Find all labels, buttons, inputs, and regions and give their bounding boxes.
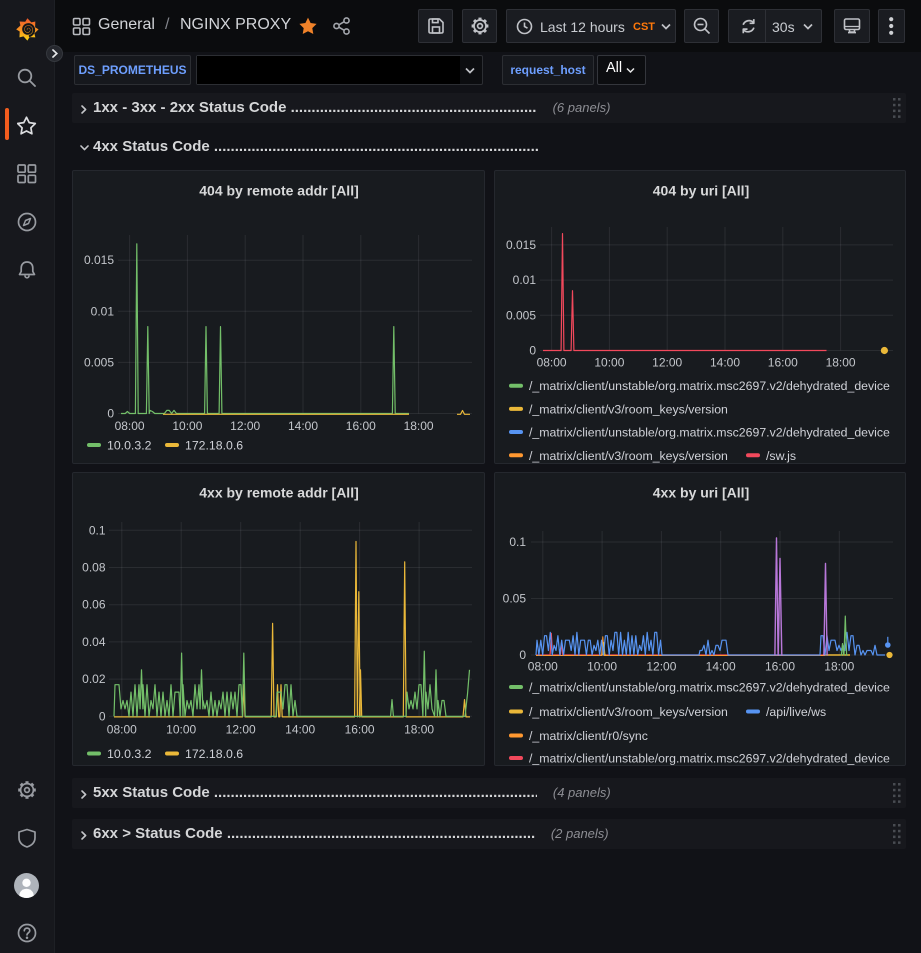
svg-text:08:00: 08:00 [537,356,567,370]
svg-text:/_matrix/client/unstable/org.m: /_matrix/client/unstable/org.matrix.msc2… [529,681,890,695]
svg-text:0.015: 0.015 [84,253,114,267]
svg-text:172.18.0.6: 172.18.0.6 [185,747,243,761]
svg-text:14:00: 14:00 [706,660,736,674]
svg-text:/_matrix/client/v3/room_keys/v: /_matrix/client/v3/room_keys/version [529,705,728,719]
svg-text:0.1: 0.1 [89,523,106,537]
svg-text:/_matrix/client/v3/room_keys/v: /_matrix/client/v3/room_keys/version [529,449,728,463]
svg-text:/_matrix/client/r0/sync: /_matrix/client/r0/sync [529,729,648,743]
svg-text:16:00: 16:00 [765,660,795,674]
svg-text:0.1: 0.1 [509,535,526,549]
svg-text:/_matrix/client/unstable/org.m: /_matrix/client/unstable/org.matrix.msc2… [529,752,890,766]
svg-text:0.01: 0.01 [91,304,115,318]
svg-text:0.005: 0.005 [506,308,536,322]
svg-text:16:00: 16:00 [346,419,376,433]
svg-text:172.18.0.6: 172.18.0.6 [185,439,243,453]
svg-text:0: 0 [107,407,114,421]
svg-text:/_matrix/client/unstable/org.m: /_matrix/client/unstable/org.matrix.msc2… [529,379,890,393]
svg-text:/sw.js: /sw.js [766,449,796,463]
svg-text:16:00: 16:00 [345,722,375,736]
svg-text:18:00: 18:00 [404,722,434,736]
svg-text:14:00: 14:00 [710,356,740,370]
svg-text:0.01: 0.01 [513,273,537,287]
svg-text:12:00: 12:00 [226,722,256,736]
svg-text:0: 0 [529,344,536,358]
svg-text:18:00: 18:00 [404,419,434,433]
svg-text:14:00: 14:00 [285,722,315,736]
svg-text:0.02: 0.02 [82,672,106,686]
svg-text:18:00: 18:00 [826,356,856,370]
svg-text:12:00: 12:00 [230,419,260,433]
svg-text:16:00: 16:00 [768,356,798,370]
svg-text:10.0.3.2: 10.0.3.2 [107,439,152,453]
svg-text:4xx by uri [All]: 4xx by uri [All] [653,485,749,501]
svg-text:0: 0 [519,648,526,662]
svg-text:/api/live/ws: /api/live/ws [766,705,826,719]
svg-text:18:00: 18:00 [824,660,854,674]
svg-text:0.08: 0.08 [82,561,106,575]
svg-text:0.005: 0.005 [84,355,114,369]
svg-text:10:00: 10:00 [587,660,617,674]
svg-text:404 by uri [All]: 404 by uri [All] [653,183,749,199]
svg-text:0: 0 [99,709,106,723]
svg-text:10.0.3.2: 10.0.3.2 [107,747,152,761]
svg-text:10:00: 10:00 [594,356,624,370]
svg-text:12:00: 12:00 [646,660,676,674]
svg-text:10:00: 10:00 [166,722,196,736]
svg-text:10:00: 10:00 [172,419,202,433]
svg-text:08:00: 08:00 [528,660,558,674]
svg-text:/_matrix/client/unstable/org.m: /_matrix/client/unstable/org.matrix.msc2… [529,426,890,440]
svg-text:12:00: 12:00 [652,356,682,370]
svg-text:404 by remote addr [All]: 404 by remote addr [All] [199,183,359,199]
svg-text:/_matrix/client/v3/room_keys/v: /_matrix/client/v3/room_keys/version [529,402,728,416]
svg-text:0.06: 0.06 [82,598,106,612]
svg-text:0.015: 0.015 [506,238,536,252]
svg-text:08:00: 08:00 [115,419,145,433]
svg-text:0.05: 0.05 [503,592,527,606]
svg-text:4xx by remote addr [All]: 4xx by remote addr [All] [199,485,359,501]
svg-text:0.04: 0.04 [82,635,106,649]
svg-text:14:00: 14:00 [288,419,318,433]
svg-text:08:00: 08:00 [107,722,137,736]
